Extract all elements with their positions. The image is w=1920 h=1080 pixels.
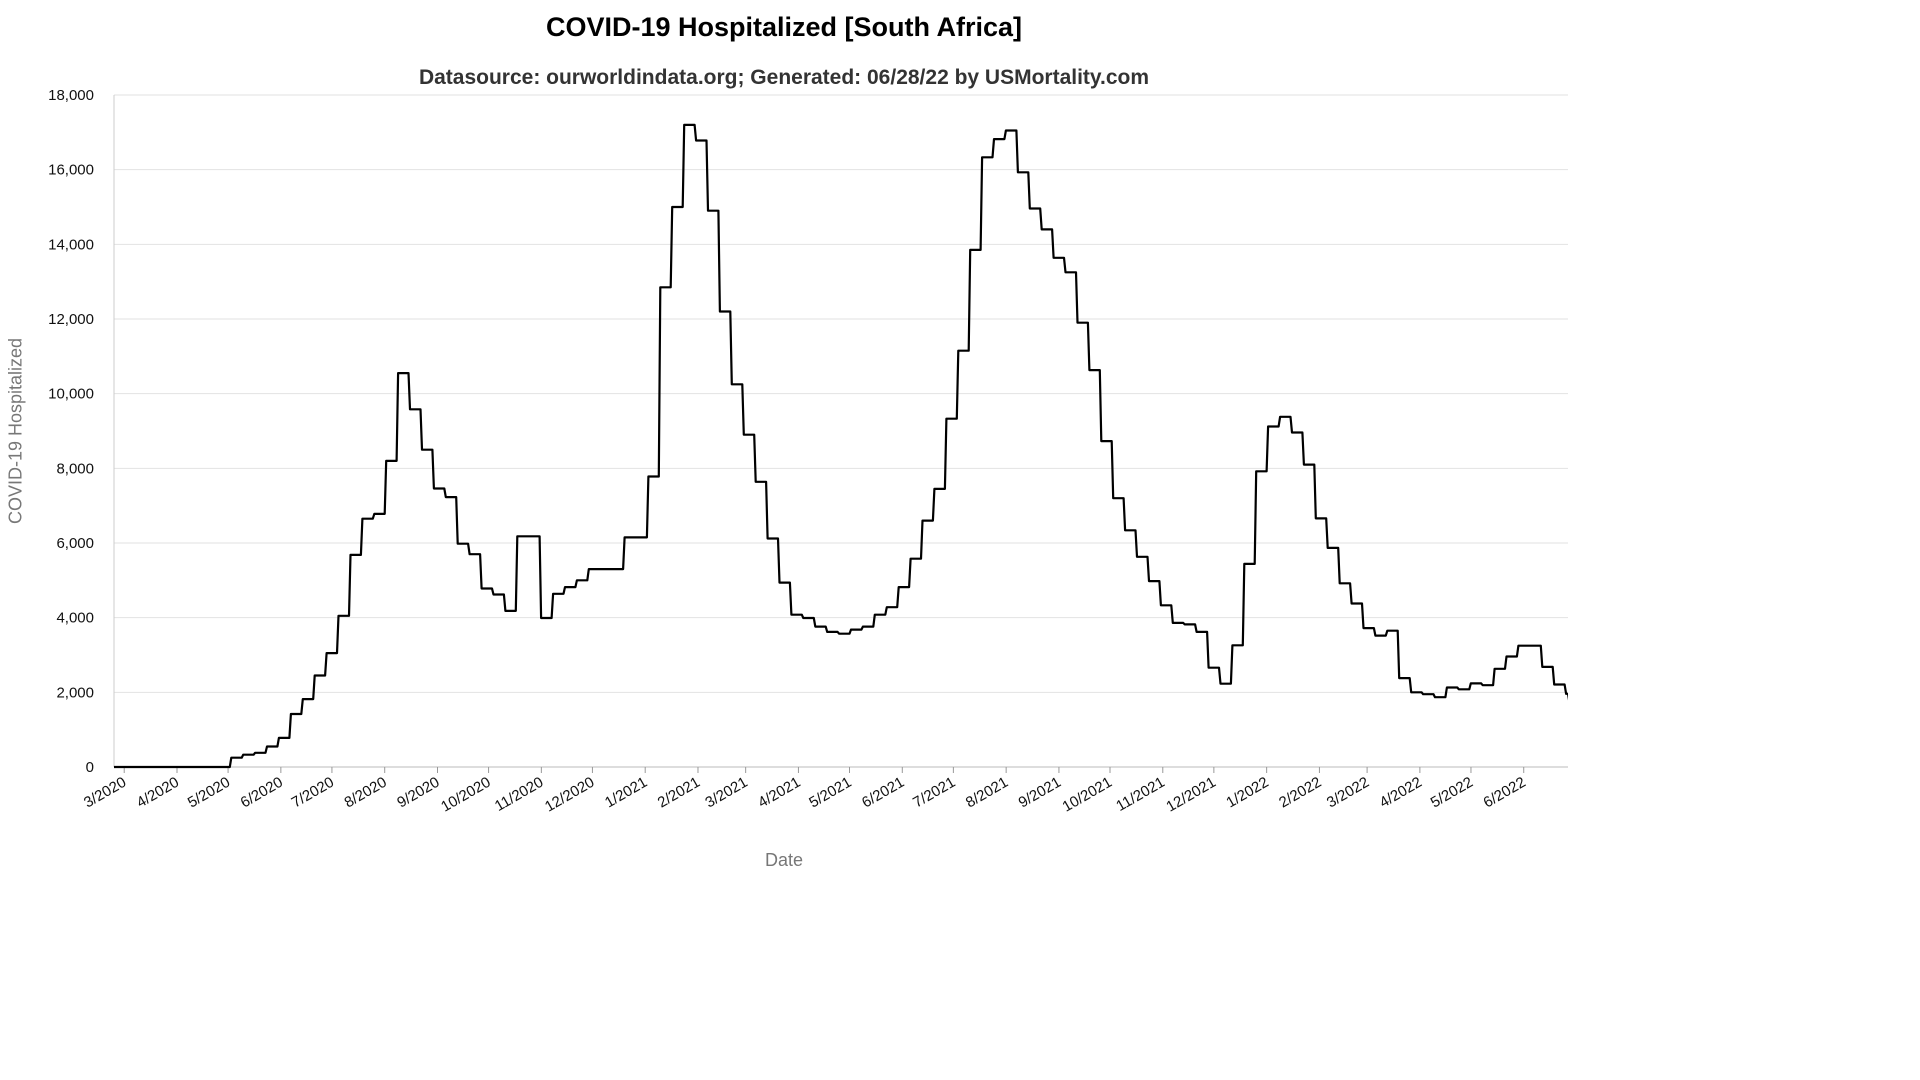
x-tick-label: 4/2020 bbox=[134, 774, 182, 812]
chart-canvas: 0 2,000 4,000 6,000 8,000 10,000 12,000 14,000 1… bbox=[48, 87, 1568, 816]
y-tick-label: 8,000 bbox=[56, 460, 94, 477]
x-tick-label: 5/2022 bbox=[1428, 774, 1476, 812]
x-tick-label: 7/2020 bbox=[289, 774, 337, 812]
x-tick-label: 1/2021 bbox=[602, 774, 650, 812]
x-axis-label: Date bbox=[764, 850, 804, 870]
x-tick-label: 8/2020 bbox=[341, 774, 389, 812]
x-tick-label: 8/2021 bbox=[963, 774, 1011, 812]
x-tick-label: 9/2021 bbox=[1016, 774, 1064, 812]
chart-title: COVID-19 Hospitalized [South Africa] bbox=[545, 12, 1023, 42]
y-tick-label: 16,000 bbox=[48, 162, 94, 179]
x-tick-label: 11/2020 bbox=[492, 774, 546, 815]
grid-lines bbox=[114, 94, 1568, 768]
x-tick-label: 11/2021 bbox=[1113, 774, 1167, 815]
x-tick-label: 10/2021 bbox=[1060, 774, 1115, 816]
y-tick-label: 10,000 bbox=[48, 386, 94, 403]
x-tick-label: 6/2022 bbox=[1480, 774, 1528, 812]
y-axis: 0 2,000 4,000 6,000 8,000 10,000 12,000 14,000 1… bbox=[48, 87, 115, 776]
y-tick-label: 2,000 bbox=[56, 684, 94, 701]
x-tick-label: 12/2021 bbox=[1163, 774, 1218, 816]
y-tick-label: 4,000 bbox=[56, 610, 94, 627]
y-tick-label: 12,000 bbox=[48, 311, 94, 328]
y-tick-label: 6,000 bbox=[56, 535, 94, 552]
x-tick-label: 6/2021 bbox=[859, 774, 907, 812]
x-tick-label: 3/2022 bbox=[1324, 774, 1372, 812]
hospitalized-series-line bbox=[114, 123, 1568, 769]
x-axis: 3/2020 4/2020 5/2020 6/2020 7/2020 8/2020 9/20… bbox=[81, 767, 1529, 816]
x-tick-label: 12/2020 bbox=[542, 774, 597, 816]
x-tick-label: 9/2020 bbox=[394, 774, 442, 812]
x-tick-label: 4/2022 bbox=[1377, 774, 1425, 812]
y-tick-label: 14,000 bbox=[48, 236, 94, 253]
chart-subtitle: Datasource: ourworldindata.org; Generate… bbox=[418, 66, 1150, 89]
x-tick-label: 5/2021 bbox=[806, 774, 854, 812]
x-tick-label: 3/2021 bbox=[702, 774, 750, 812]
x-tick-label: 3/2020 bbox=[81, 774, 129, 812]
x-tick-label: 10/2020 bbox=[438, 774, 493, 816]
x-tick-label: 7/2021 bbox=[910, 774, 958, 812]
x-tick-label: 6/2020 bbox=[238, 774, 286, 812]
x-tick-label: 1/2022 bbox=[1223, 774, 1271, 812]
x-tick-label: 4/2021 bbox=[755, 774, 803, 812]
x-tick-label: 2/2021 bbox=[655, 774, 703, 812]
y-tick-label: 0 bbox=[86, 759, 94, 776]
x-tick-label: 5/2020 bbox=[185, 774, 233, 812]
x-tick-label: 2/2022 bbox=[1276, 774, 1324, 812]
series-group bbox=[114, 123, 1568, 769]
y-tick-label: 18,000 bbox=[48, 87, 94, 104]
